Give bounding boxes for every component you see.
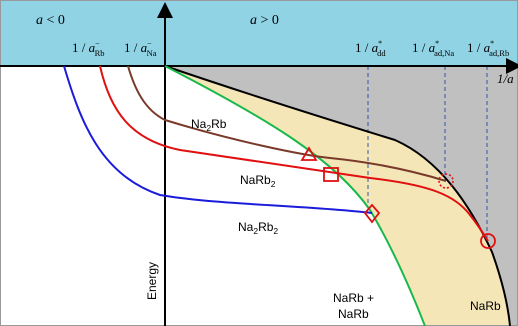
brown-curve-na2rb [127,65,447,182]
label-inv-a-ad-rb: 1 / a* ad,Rb [467,39,509,58]
label-inv-a-dd: 1 / a* dd [355,39,386,58]
label-na2rb: Na2Rb [191,117,227,133]
label-na2rb2: Na2Rb2 [238,220,278,236]
diamond-marker [363,203,381,224]
red-curve-narb2 [99,65,489,242]
dotted-circle-marker [438,173,454,189]
x-axis-end-label: 1/a [497,71,514,86]
label-narb-plus-narb-line2: NaRb [338,307,369,321]
label-inv-a-na: 1 / a− Na [124,39,157,58]
header-band [0,0,518,66]
label-a-negative: a < 0 [36,13,65,28]
label-narb: NaRb [470,299,501,313]
black-boundary-curve [164,65,511,326]
label-a-positive: a > 0 [250,13,279,28]
circle-marker [480,233,496,249]
label-narb2: NaRb2 [240,173,276,189]
label-inv-a-rb: 1 / a− Rb [72,39,105,58]
y-axis-label: Energy [145,262,159,300]
blue-curve-na2rb2 [63,65,373,214]
label-inv-a-ad-na: 1 / a* ad,Na [412,39,454,58]
triangle-marker [300,146,318,161]
tan-shaded-region [165,66,510,326]
square-marker [323,167,339,182]
green-threshold-curve [164,65,426,326]
gray-shaded-region [165,66,518,326]
label-narb-plus-narb-line1: NaRb + [333,291,374,305]
